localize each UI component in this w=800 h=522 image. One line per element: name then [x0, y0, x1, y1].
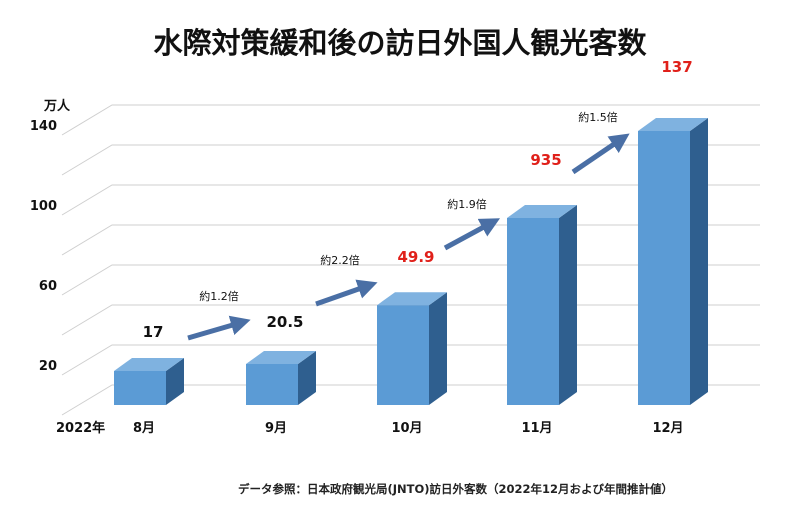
growth-arrow: [315, 279, 378, 307]
gridline: [61, 104, 760, 136]
bar-side: [166, 358, 184, 405]
y-tick-label: 100: [30, 199, 57, 214]
y-tick-label: 60: [39, 279, 57, 294]
value-label: 20.5: [266, 313, 303, 331]
growth-arrow: [571, 133, 630, 175]
bar-front: [377, 305, 429, 405]
value-label: 17: [143, 323, 164, 341]
bar-side: [559, 205, 577, 405]
year-label: 2022年: [56, 420, 105, 436]
growth-annotation: 約1.9倍: [447, 197, 487, 211]
x-tick-label: 9月: [265, 421, 287, 436]
bar-top: [377, 292, 447, 306]
x-tick-label: 8月: [133, 421, 155, 436]
bar-top: [114, 358, 184, 371]
bars: [114, 118, 708, 405]
value-label: 49.9: [397, 248, 434, 266]
bar: [114, 358, 184, 405]
x-tick-label: 11月: [521, 421, 552, 436]
bar-side: [429, 292, 447, 405]
bar: [377, 292, 447, 405]
growth-annotation: 約1.5倍: [578, 110, 618, 124]
growth-arrows: [187, 133, 630, 341]
bar-front: [246, 364, 298, 405]
bar-side: [690, 118, 708, 405]
growth-annotation: 約2.2倍: [320, 253, 360, 267]
chart-title: 水際対策緩和後の訪日外国人観光客数: [153, 26, 647, 60]
bar: [246, 351, 316, 405]
bar-side: [298, 351, 316, 405]
bar-front: [507, 218, 559, 405]
bar-top: [507, 205, 577, 218]
growth-arrow: [443, 218, 501, 251]
labels: 20 60 100 140 8月 9月 10月 11月 12月 17 20.5 49.9 935 137 約…: [30, 58, 693, 436]
gridline: [61, 184, 760, 216]
value-label: 935: [530, 151, 561, 169]
growth-arrow: [187, 315, 251, 341]
x-tick-label: 10月: [391, 421, 422, 436]
y-tick-label: 140: [30, 119, 57, 134]
bar-front: [114, 371, 166, 405]
source-note: データ参照：日本政府観光局(JNTO)訪日外客数（2022年12月および年間推計…: [238, 482, 673, 496]
bar-top: [638, 118, 708, 131]
bar-top: [246, 351, 316, 364]
bar: [638, 118, 708, 405]
growth-annotation: 約1.2倍: [199, 289, 239, 303]
y-axis-unit: 万人: [43, 98, 71, 114]
value-label: 137: [661, 58, 692, 76]
gridline: [61, 144, 760, 176]
x-tick-label: 12月: [652, 421, 683, 436]
bar: [507, 205, 577, 405]
gridlines: [61, 104, 760, 416]
y-tick-label: 20: [39, 359, 57, 374]
bar-front: [638, 131, 690, 405]
